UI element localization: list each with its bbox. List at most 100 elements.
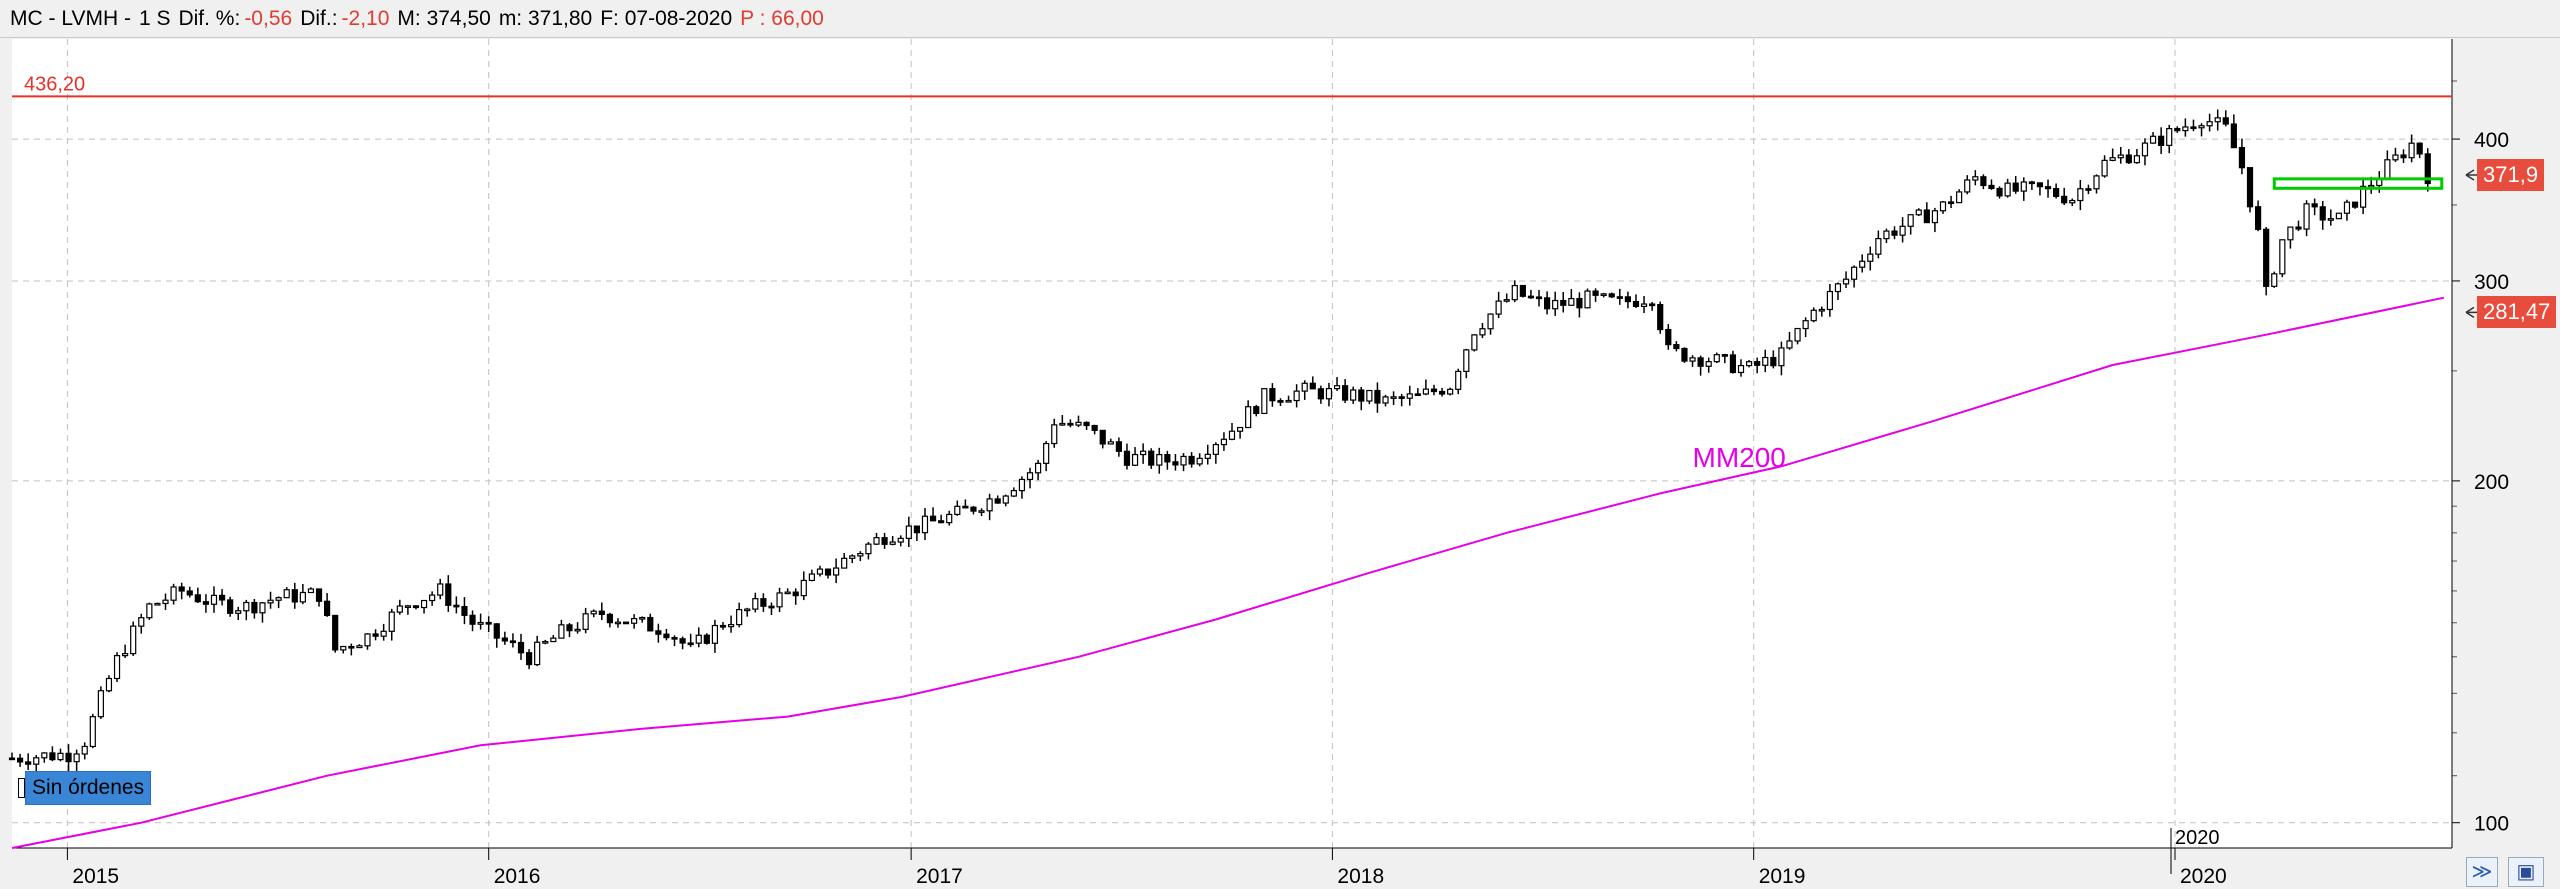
candle-body [671, 636, 678, 640]
candle [1745, 360, 1753, 368]
candle [380, 623, 387, 641]
floppy-disk-icon[interactable]: ▣ [2508, 857, 2544, 887]
candle [2311, 198, 2318, 216]
candle [2053, 183, 2060, 199]
candle [1608, 292, 1615, 298]
candle [614, 618, 622, 628]
candle [736, 602, 743, 628]
candle-body [1059, 422, 1066, 426]
candle-body [25, 761, 32, 765]
candle-body [2222, 117, 2229, 125]
candle-body [227, 599, 234, 614]
date-label: F: 07-08-2020 [600, 6, 733, 30]
candle-body [590, 610, 597, 615]
candle [194, 587, 201, 604]
candle-body [719, 624, 727, 628]
candle-body [299, 591, 306, 603]
candle [1010, 487, 1017, 498]
candle [1390, 391, 1397, 405]
candle-body [146, 603, 153, 619]
candle-body [210, 594, 218, 605]
candle [16, 753, 24, 767]
candle-body [1398, 396, 1405, 399]
candle [299, 584, 306, 605]
dif-pct-value: -0,56 [244, 6, 293, 30]
candle [695, 627, 702, 648]
candle-body [1051, 424, 1058, 445]
candle [2230, 114, 2237, 149]
candle [1245, 400, 1252, 429]
candle-body [598, 610, 605, 616]
candle-body [1592, 290, 1599, 296]
candle-body [1333, 385, 1341, 390]
candle-body [8, 757, 16, 761]
candle-body [2125, 154, 2132, 164]
candle-body [727, 623, 735, 628]
candle [420, 599, 428, 614]
candle-body [105, 677, 113, 692]
candle [525, 649, 533, 670]
candle-body [1261, 388, 1268, 415]
candle-body [2408, 142, 2415, 159]
candle-body [1438, 390, 1446, 395]
candle [1463, 348, 1470, 379]
candle-body [1640, 303, 1648, 307]
candle [1729, 350, 1737, 374]
candle [49, 746, 56, 762]
candle-body [1075, 421, 1082, 426]
candle-body [1632, 300, 1640, 307]
candle-body [1810, 309, 1817, 322]
orders-badge[interactable]: Sin órdenes [25, 771, 152, 805]
double-chevron-icon[interactable]: ≫ [2466, 857, 2498, 887]
candle-body [218, 594, 226, 601]
candle [1899, 217, 1906, 243]
ma200-label: MM200 [1693, 442, 1786, 473]
candle [372, 629, 379, 641]
candle [671, 635, 678, 647]
candle-body [946, 513, 953, 524]
candle [1366, 389, 1373, 405]
candle [1649, 302, 1656, 311]
candle [857, 551, 864, 562]
candle [1220, 432, 1228, 451]
candle [2327, 209, 2334, 226]
dif-value: -2,10 [341, 6, 390, 30]
candle [162, 593, 169, 610]
candle [1737, 359, 1745, 377]
candle-body [1463, 349, 1470, 372]
candle-body [283, 589, 290, 599]
candle [429, 591, 436, 606]
candle [1624, 291, 1631, 309]
candle [1980, 174, 1987, 190]
candle [243, 599, 250, 621]
candle-body [566, 624, 573, 632]
min-label: m: 371,80 [498, 6, 593, 30]
candle-body [2279, 239, 2286, 275]
candle-body [655, 630, 662, 635]
candle [1996, 186, 2003, 199]
candle [2206, 113, 2213, 132]
candle-body [1624, 296, 1631, 303]
candle-body [420, 599, 428, 609]
candle-body [509, 640, 517, 644]
candle-body [404, 605, 411, 608]
candle-body [736, 609, 743, 626]
candle-body [1681, 347, 1688, 362]
candle-body [1374, 389, 1381, 404]
candle-body [711, 624, 719, 644]
candle-body [1834, 283, 1842, 293]
candle-body [243, 601, 250, 612]
candle [1552, 291, 1559, 316]
candle [1455, 368, 1462, 395]
candle-body [1931, 210, 1939, 224]
candle [1043, 441, 1050, 472]
candle-body [1721, 354, 1728, 357]
candle [1002, 494, 1009, 507]
candle [1398, 393, 1405, 407]
candle [340, 645, 347, 654]
candle [1471, 334, 1478, 352]
candle [986, 493, 993, 521]
candle [1778, 341, 1785, 376]
candle [89, 713, 96, 749]
